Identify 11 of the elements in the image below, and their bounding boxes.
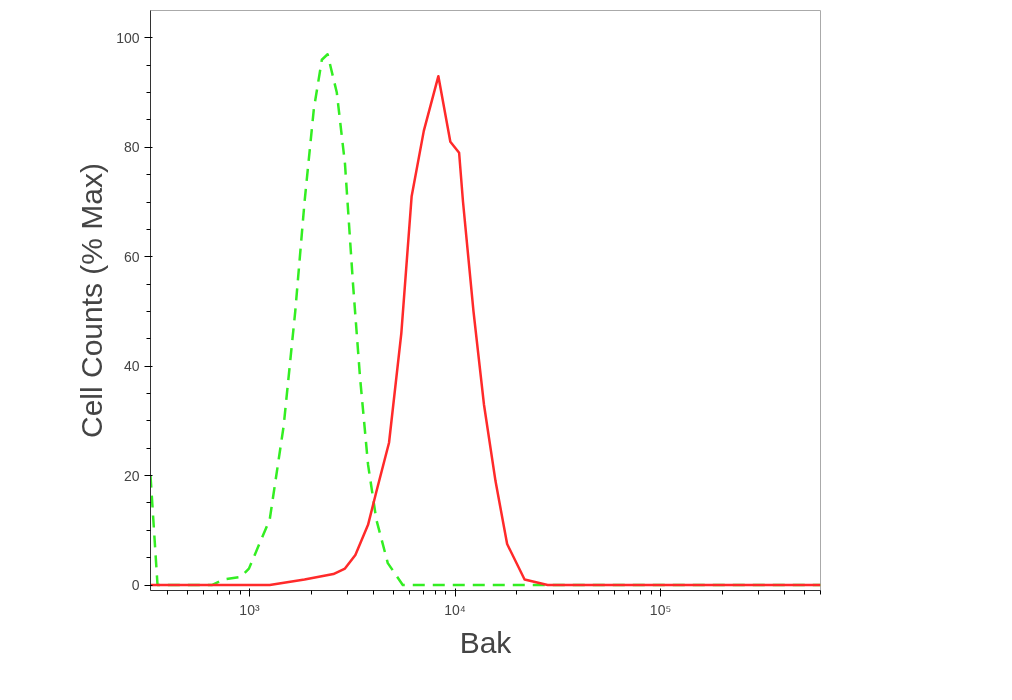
y-tick-label: 80 [123, 139, 140, 156]
y-tick-label: 60 [123, 248, 140, 265]
y-axis-title: Cell Counts (% Max) [75, 162, 109, 439]
y-tick-label: 100 [116, 29, 140, 46]
y-tick-label: 0 [131, 577, 140, 594]
x-tick-label: 10⁵ [649, 601, 672, 618]
y-tick-label: 40 [123, 358, 140, 375]
x-axis-title: Bak [459, 625, 513, 659]
x-tick-label: 10⁴ [444, 601, 466, 618]
x-tick-label: 10³ [239, 601, 260, 618]
y-tick-label: 20 [123, 467, 140, 484]
